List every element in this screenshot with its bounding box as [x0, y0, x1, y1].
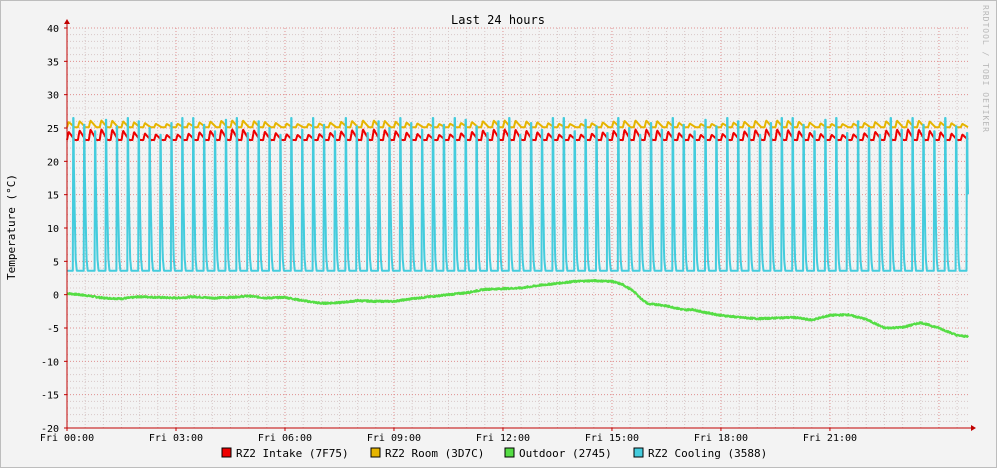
legend-label: RZ2 Cooling (3588) [648, 447, 767, 460]
legend-label: RZ2 Room (3D7C) [385, 447, 484, 460]
legend-label: RZ2 Intake (7F75) [236, 447, 349, 460]
y-axis-arrow [64, 19, 70, 24]
series-line-3 [66, 117, 969, 272]
y-tick-label: 15 [47, 191, 59, 202]
x-tick-label: Fri 21:00 [803, 433, 857, 444]
x-tick-label: Fri 09:00 [367, 433, 421, 444]
legend-swatch [370, 447, 381, 458]
x-tick-label: Fri 12:00 [476, 433, 530, 444]
chart-title: Last 24 hours [451, 13, 545, 27]
y-axis-label: Temperature (°C) [5, 174, 18, 280]
series-line-2 [66, 278, 969, 338]
series-layer [66, 117, 969, 338]
rrdtool-watermark: RRDTOOL / TOBI OETIKER [981, 5, 990, 133]
x-axis-arrow [971, 425, 976, 431]
y-tick-label: 0 [53, 291, 59, 302]
y-tick-label: 25 [47, 124, 59, 135]
legend-swatch [504, 447, 515, 458]
series-line-0 [66, 128, 969, 141]
x-tick-label: Fri 00:00 [40, 433, 94, 444]
legend-swatch [221, 447, 232, 458]
y-tick-label: -10 [41, 357, 59, 368]
y-tick-label: 20 [47, 157, 59, 168]
legend: RZ2 Intake (7F75) RZ2 Room (3D7C) Outdoor … [221, 447, 767, 460]
x-tick-label: Fri 15:00 [585, 433, 639, 444]
series-line-1 [66, 119, 969, 129]
axes: -20 -15 -10 -5 0 5 10 15 20 25 30 35 40 Fri 00:00 Fri … [40, 19, 976, 444]
y-tick-label: 40 [47, 24, 59, 35]
y-tick-label: 35 [47, 57, 59, 68]
y-tick-label: -5 [47, 324, 59, 335]
legend-label: Outdoor (2745) [519, 447, 612, 460]
y-tick-label: 5 [53, 257, 59, 268]
y-tick-label: 30 [47, 91, 59, 102]
y-tick-label: -15 [41, 391, 59, 402]
y-tick-label: 10 [47, 224, 59, 235]
x-tick-label: Fri 06:00 [258, 433, 312, 444]
x-tick-label: Fri 18:00 [694, 433, 748, 444]
x-tick-label: Fri 03:00 [149, 433, 203, 444]
grid-lines [66, 27, 968, 429]
y-tick-label: -20 [41, 424, 59, 435]
legend-swatch [633, 447, 644, 458]
